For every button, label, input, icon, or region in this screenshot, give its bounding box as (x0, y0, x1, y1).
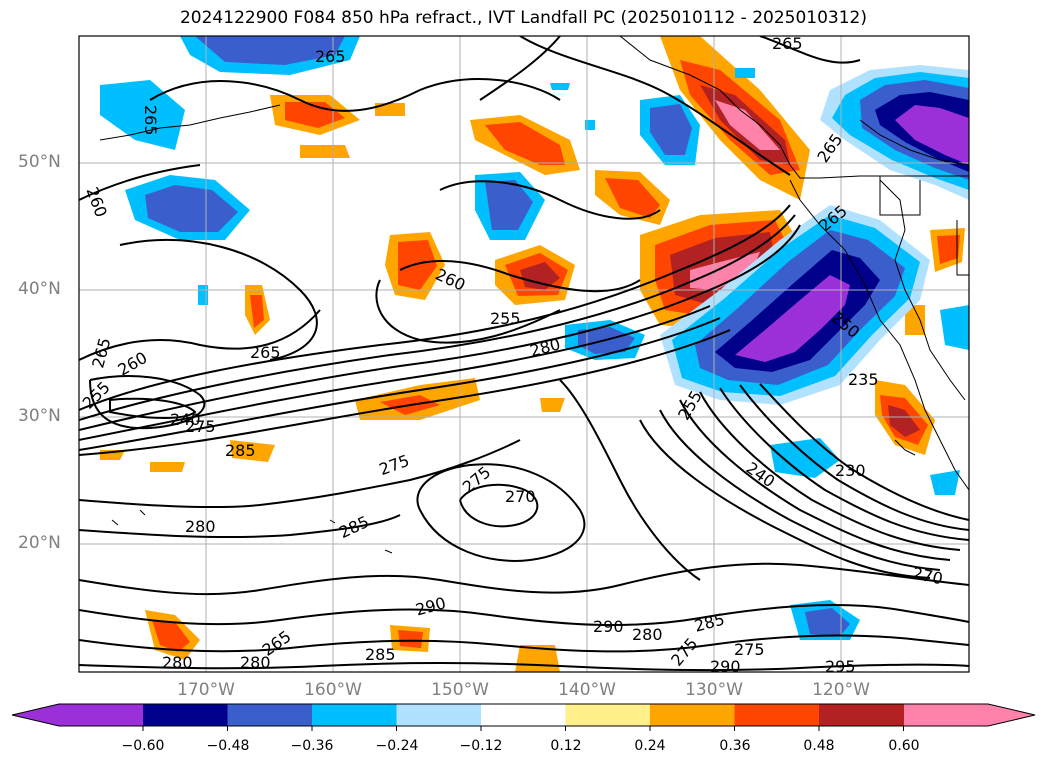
lon-label-130w: 130°W (685, 680, 743, 700)
colorbar-tick-label: 0.60 (888, 738, 920, 754)
colorbar-segment (59, 704, 143, 726)
map-title: 2024122900 F084 850 hPa refract., IVT La… (179, 8, 867, 28)
contour-label: 290 (710, 657, 741, 676)
contour-label: 275 (185, 417, 216, 436)
map-frame (78, 35, 970, 673)
colorbar-outline (11, 703, 1036, 727)
positive-anomaly-regions (100, 36, 965, 672)
contour-label: 280 (162, 653, 193, 672)
colorbar-tick-label: 0.48 (803, 738, 835, 754)
colorbar-tick-label: 0.24 (634, 738, 666, 754)
contour-label: 260 (82, 185, 110, 220)
colorbar (11, 703, 1036, 731)
contour-label: 275 (734, 640, 765, 659)
colorbar-segment (312, 704, 397, 726)
contour-label: 275 (459, 462, 495, 496)
colorbar-tick-label: −0.24 (375, 738, 419, 754)
colorbar-segment (565, 704, 651, 726)
contour-label: 265 (88, 336, 114, 370)
colorbar-segment (819, 704, 904, 726)
contour-label: 280 (185, 517, 216, 536)
colorbar-extend-high (988, 704, 1035, 726)
contour-label: 285 (336, 512, 372, 542)
colorbar-segment (143, 704, 228, 726)
contour-label: 240 (743, 458, 779, 491)
lon-label-120w: 120°W (812, 680, 870, 700)
colorbar-tick-label: −0.60 (121, 738, 165, 754)
contour-label: 270 (505, 487, 536, 506)
lat-label-30n: 30°N (18, 406, 61, 426)
contour-label: 240 (170, 410, 201, 429)
contour-label: 285 (365, 645, 396, 664)
contour-label: 280 (632, 625, 663, 644)
colorbar-segment (396, 704, 482, 726)
contour-label: 270 (911, 563, 945, 588)
lon-label-160w: 160°W (304, 680, 362, 700)
contour-label: 285 (225, 441, 256, 460)
lat-label-40n: 40°N (18, 279, 61, 299)
contour-label: 265 (141, 105, 160, 136)
contour-label: 235 (848, 370, 879, 389)
colorbar-segment (481, 704, 566, 726)
coastlines (99, 36, 969, 554)
contour-label: 265 (772, 34, 803, 53)
contour-label: 290 (593, 617, 624, 636)
colorbar-tick-label: 0.36 (719, 738, 751, 754)
colorbar-tick-label: −0.48 (206, 738, 250, 754)
refractivity-contours (79, 36, 969, 672)
contour-label: 275 (667, 634, 701, 670)
colorbar-segment (650, 704, 735, 726)
contour-label: 275 (377, 451, 412, 479)
contour-label: 280 (528, 334, 562, 360)
colorbar-extend-low (12, 704, 59, 726)
lon-label-170w: 170°W (177, 680, 235, 700)
contour-label: 295 (825, 657, 856, 676)
graticule (79, 36, 969, 672)
colorbar-segment (227, 704, 313, 726)
lat-label-50n: 50°N (18, 152, 61, 172)
contour-label: 265 (315, 47, 346, 66)
lon-label-150w: 150°W (431, 680, 489, 700)
colorbar-segment (904, 704, 988, 726)
colorbar-tick-label: 0.12 (550, 738, 582, 754)
lat-label-20n: 20°N (18, 533, 61, 553)
colorbar-tick-label: −0.36 (290, 738, 334, 754)
contour-label: 255 (490, 309, 521, 328)
lon-label-140w: 140°W (558, 680, 616, 700)
contour-label: 265 (250, 343, 281, 362)
contour-label: 260 (115, 348, 151, 380)
contour-label: 280 (240, 653, 271, 672)
colorbar-tick-label: −0.12 (459, 738, 503, 754)
contour-label: 285 (692, 610, 726, 636)
contour-label: 290 (413, 593, 447, 619)
colorbar-segment (734, 704, 820, 726)
contour-label: 230 (835, 461, 866, 480)
